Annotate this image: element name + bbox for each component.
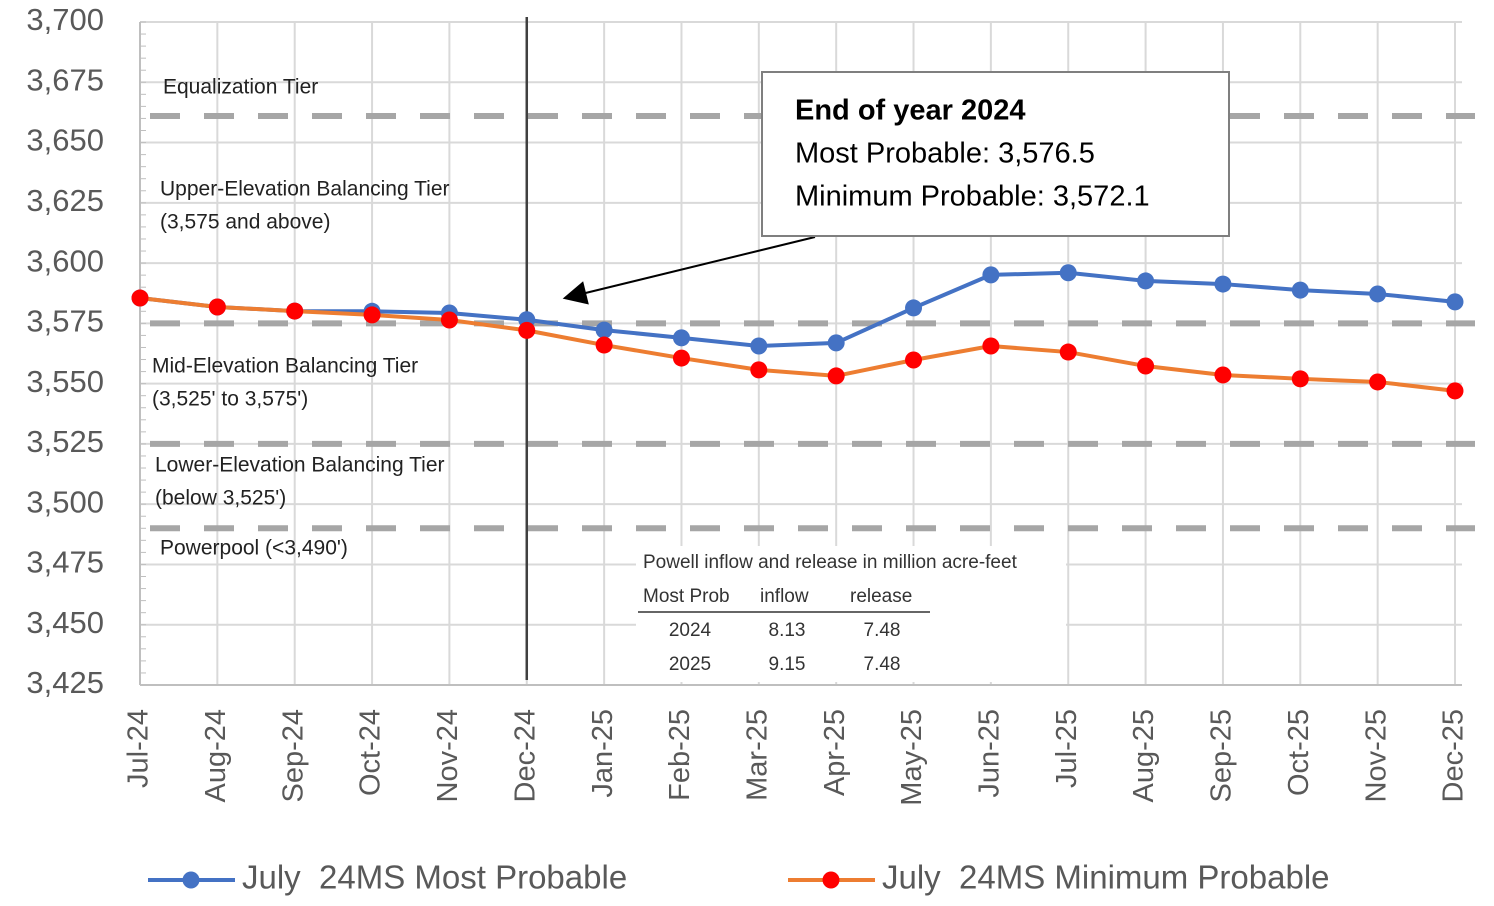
data-point [1137, 272, 1155, 290]
data-point [1291, 370, 1309, 388]
data-point [1059, 264, 1077, 282]
tier-label: Equalization Tier [163, 76, 318, 99]
y-tick-label: 3,575 [26, 304, 104, 339]
y-tick-label: 3,675 [26, 62, 104, 97]
tier-label: Powerpool (<3,490') [160, 537, 348, 560]
data-point [1446, 293, 1464, 311]
x-tick-label: Dec-24 [509, 709, 541, 803]
x-tick-label: May-25 [896, 709, 928, 806]
annotation-text: End of year 2024 [795, 95, 1026, 127]
y-tick-label: 3,650 [26, 123, 104, 158]
data-point [1369, 285, 1387, 303]
table-background [636, 546, 1066, 682]
x-tick-label: Jul-24 [123, 709, 155, 788]
data-point [827, 334, 845, 352]
data-point [672, 329, 690, 347]
y-tick-label: 3,500 [26, 484, 104, 519]
data-point [1059, 343, 1077, 361]
x-tick-label: Oct-24 [355, 709, 387, 796]
y-tick-label: 3,475 [26, 545, 104, 580]
data-point [1214, 275, 1232, 293]
data-point [827, 367, 845, 385]
annotation-text: Minimum Probable: 3,572.1 [795, 181, 1150, 213]
x-tick-label: Jul-25 [1051, 709, 1083, 788]
y-tick-label: 3,700 [26, 2, 104, 37]
table-header: Most Prob [643, 586, 730, 607]
series-line [139, 270, 1456, 349]
legend-marker [182, 871, 200, 889]
table-cell: 7.48 [864, 620, 901, 641]
x-tick-label: Apr-25 [819, 709, 851, 796]
legend-label: July 24MS Minimum Probable [882, 859, 1330, 896]
x-tick-label: Dec-25 [1438, 709, 1470, 803]
table-header: inflow [760, 586, 809, 607]
x-tick-label: Mar-25 [741, 709, 773, 801]
table-cell: 2024 [669, 620, 712, 641]
y-tick-label: 3,425 [26, 665, 104, 700]
y-tick-label: 3,525 [26, 424, 104, 459]
series-line [139, 296, 1456, 393]
data-point [982, 266, 1000, 284]
data-point [131, 289, 149, 307]
data-point [1369, 373, 1387, 391]
table-header: release [850, 586, 912, 607]
data-point [1137, 357, 1155, 375]
data-point [905, 351, 923, 369]
data-point [1214, 366, 1232, 384]
tier-label: Mid-Elevation Balancing Tier [152, 355, 418, 378]
x-tick-label: Jun-25 [974, 709, 1006, 798]
x-tick-label: Oct-25 [1283, 709, 1315, 796]
data-point [1291, 281, 1309, 299]
tier-label: (3,525' to 3,575') [152, 388, 308, 411]
data-point [518, 321, 536, 339]
tier-label: (3,575 and above) [160, 211, 330, 234]
data-point [440, 311, 458, 329]
data-point [1446, 382, 1464, 400]
table-cell: 7.48 [864, 654, 901, 675]
data-point [982, 337, 1000, 355]
table-cell: 8.13 [769, 620, 806, 641]
y-tick-label: 3,550 [26, 364, 104, 399]
tier-label: Lower-Elevation Balancing Tier [155, 454, 445, 477]
data-point [672, 349, 690, 367]
data-point [286, 302, 304, 320]
legend-marker [822, 871, 840, 889]
data-point [208, 298, 226, 316]
x-tick-label: Aug-25 [1128, 709, 1160, 803]
table-cell: 9.15 [769, 654, 806, 675]
data-point [595, 321, 613, 339]
x-tick-label: Feb-25 [664, 709, 696, 801]
x-tick-label: Sep-24 [277, 709, 309, 803]
table-cell: 2025 [669, 654, 711, 675]
x-tick-label: Aug-24 [200, 709, 232, 803]
data-point [595, 336, 613, 354]
tier-label: Upper-Elevation Balancing Tier [160, 178, 450, 201]
data-point [750, 337, 768, 355]
x-tick-label: Jan-25 [587, 709, 619, 798]
annotation-box [761, 71, 1230, 237]
x-tick-label: Nov-25 [1360, 709, 1392, 803]
data-point [363, 306, 381, 324]
y-tick-label: 3,600 [26, 243, 104, 278]
annotation-text: Most Probable: 3,576.5 [795, 138, 1095, 170]
tier-label: (below 3,525') [155, 487, 286, 510]
data-point [905, 299, 923, 317]
data-point [750, 361, 768, 379]
legend-label: July 24MS Most Probable [242, 859, 627, 896]
x-tick-label: Sep-25 [1206, 709, 1238, 803]
y-tick-label: 3,625 [26, 183, 104, 218]
table-title: Powell inflow and release in million acr… [643, 552, 1018, 573]
y-tick-label: 3,450 [26, 605, 104, 640]
x-tick-label: Nov-24 [432, 709, 464, 803]
annotation-arrow [562, 236, 816, 305]
